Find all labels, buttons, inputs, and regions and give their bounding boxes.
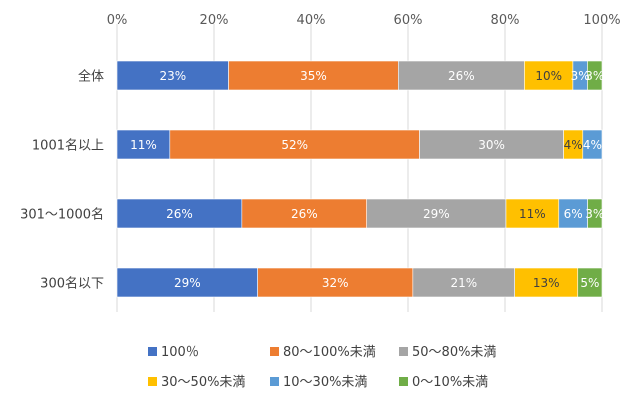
bar-segment (116, 198, 243, 229)
category-label: 1001名以上 (32, 138, 104, 154)
legend-label: 80～100%未満 (283, 345, 376, 360)
legend-swatch (148, 377, 157, 386)
category-label: 301～1000名 (20, 207, 104, 223)
legend-label: 0～10%未満 (412, 375, 488, 390)
bar-segment (582, 129, 603, 160)
data-label: 11% (130, 138, 157, 152)
x-tick-label: 20% (200, 13, 229, 28)
data-label: 11% (519, 207, 546, 221)
category-label: 全体 (78, 69, 104, 85)
legend-swatch (270, 347, 279, 356)
data-label: 10% (535, 69, 562, 83)
legend-swatch (148, 347, 157, 356)
category-label: 300名以下 (40, 276, 104, 292)
bar-segment (558, 198, 588, 229)
bar-segment (257, 267, 414, 298)
bars (116, 60, 603, 298)
legend-label: 50～80%未満 (412, 345, 496, 360)
data-label: 3% (585, 207, 604, 221)
bar-segment (116, 129, 171, 160)
data-label: 3% (585, 69, 604, 83)
data-label: 29% (174, 276, 201, 290)
x-tick-label: 100% (583, 13, 620, 28)
legend-label: 30～50%未満 (161, 375, 245, 390)
legend: 100％ 80～100%未満 50～80%未満 30～50%未満 10～30%未満 0～1… (148, 345, 496, 390)
legend-swatch (399, 377, 408, 386)
data-label: 29% (423, 207, 450, 221)
bar-segment (366, 198, 507, 229)
data-label: 21% (450, 276, 477, 290)
bar-segment (116, 267, 258, 298)
bar-segment (587, 60, 603, 91)
data-labels: 23% 35% 26% 10% 3%3%11% 52% 30% 4% 4%26% 26% 29% 11… (130, 69, 604, 290)
data-label: 26% (166, 207, 193, 221)
legend-swatch (270, 377, 279, 386)
x-axis-ticks: 0% 20% 40% 60% 80% 100% (107, 13, 621, 28)
x-tick-label: 80% (491, 13, 520, 28)
data-label: 32% (322, 276, 349, 290)
legend-swatch (399, 347, 408, 356)
data-label: 6% (564, 207, 583, 221)
legend-label: 100％ (161, 345, 199, 360)
data-label: 3% (571, 69, 590, 83)
bar-segment (524, 60, 574, 91)
data-label: 4% (583, 138, 602, 152)
x-tick-label: 40% (297, 13, 326, 28)
bar-segment (169, 129, 420, 160)
x-tick-label: 0% (107, 13, 128, 28)
bar-segment (419, 129, 564, 160)
bar-segment (587, 198, 603, 229)
category-axis: 全体 1001名以上 301～1000名 300名以下 (20, 69, 104, 292)
data-label: 30% (478, 138, 505, 152)
data-label: 35% (300, 69, 327, 83)
data-label: 52% (281, 138, 308, 152)
data-label: 23% (159, 69, 186, 83)
data-label: 26% (448, 69, 475, 83)
legend-label: 10～30%未満 (283, 375, 367, 390)
data-label: 26% (291, 207, 318, 221)
bar-segment (116, 60, 229, 91)
bar-segment (577, 267, 603, 298)
data-label: 13% (533, 276, 560, 290)
data-label: 4% (564, 138, 583, 152)
x-tick-label: 60% (394, 13, 423, 28)
bar-segment (514, 267, 579, 298)
bar-segment (412, 267, 516, 298)
data-label: 5% (580, 276, 599, 290)
